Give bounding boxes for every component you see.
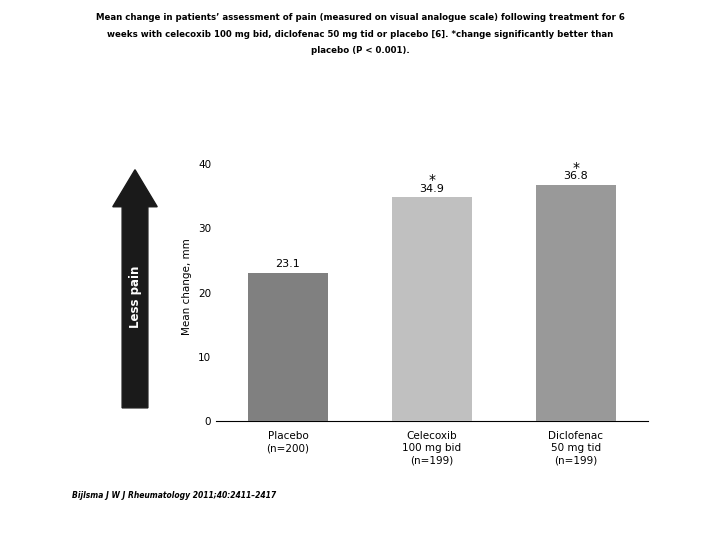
Text: *: * bbox=[428, 173, 436, 187]
Text: RHEUMATOLOGY: RHEUMATOLOGY bbox=[496, 500, 620, 513]
Text: Less pain: Less pain bbox=[128, 266, 142, 328]
Y-axis label: Mean change, mm: Mean change, mm bbox=[182, 238, 192, 335]
FancyArrow shape bbox=[113, 170, 157, 408]
Text: Mean change in patients’ assessment of pain (measured on visual analogue scale) : Mean change in patients’ assessment of p… bbox=[96, 14, 624, 23]
Bar bbox=[536, 185, 616, 421]
Text: Bijlsma J W J Rheumatology 2011;40:2411–2417: Bijlsma J W J Rheumatology 2011;40:2411–… bbox=[72, 490, 276, 500]
Bar bbox=[248, 273, 328, 421]
Bar bbox=[392, 197, 472, 421]
Text: *: * bbox=[572, 161, 580, 175]
Text: 23.1: 23.1 bbox=[276, 260, 300, 269]
Text: 36.8: 36.8 bbox=[564, 171, 588, 181]
Text: 34.9: 34.9 bbox=[420, 184, 444, 194]
Text: placebo (P < 0.001).: placebo (P < 0.001). bbox=[310, 46, 410, 55]
Text: weeks with celecoxib 100 mg bid, diclofenac 50 mg tid or placebo [6]. *change si: weeks with celecoxib 100 mg bid, diclofe… bbox=[107, 30, 613, 39]
